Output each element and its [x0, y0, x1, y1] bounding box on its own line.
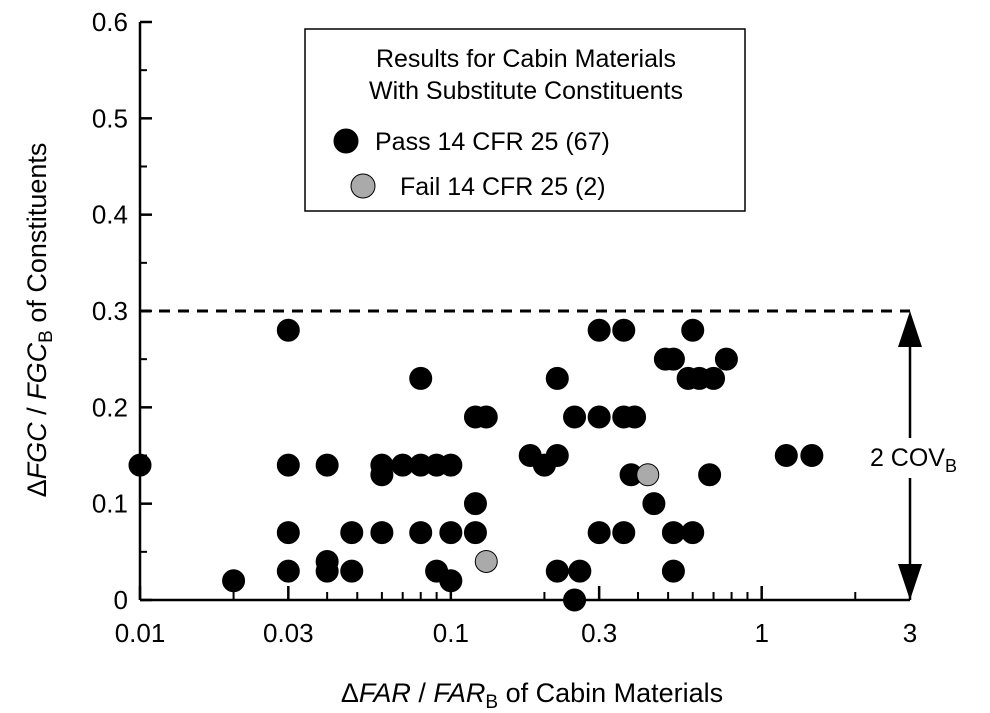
pass-point	[563, 588, 587, 612]
pass-point	[661, 521, 685, 545]
pass-point	[774, 444, 798, 467]
legend-label-fail: Fail 14 CFR 25 (2)	[400, 173, 606, 201]
pass-point	[370, 521, 394, 545]
pass-point	[587, 521, 611, 545]
pass-point	[439, 521, 463, 545]
pass-point	[439, 569, 463, 593]
pass-point	[698, 463, 722, 487]
pass-point	[587, 405, 611, 429]
pass-point	[568, 559, 592, 583]
y-axis-label: ΔFGC / FGCB of Constituents	[22, 143, 57, 498]
pass-point	[545, 559, 569, 583]
pass-point	[681, 521, 705, 545]
x-axis: 0.01 0.03 0.1 0.3 1 3	[115, 586, 917, 648]
x-tick-label: 0.1	[433, 618, 469, 648]
legend-title-line2: With Substitute Constituents	[369, 77, 683, 105]
y-ticks: 0 0.1 0.2 0.3 0.4 0.5 0.6	[92, 7, 152, 615]
pass-point	[563, 405, 587, 429]
pass-point	[370, 463, 394, 487]
pass-point	[681, 318, 705, 342]
pass-point	[276, 521, 300, 545]
y-tick-label: 0.1	[92, 489, 128, 519]
pass-point	[545, 366, 569, 390]
cov-arrow-head-up	[898, 311, 922, 347]
y-tick-label: 0.2	[92, 392, 128, 422]
fail-point	[636, 463, 660, 487]
cov-label-background	[862, 438, 958, 478]
x-tick-label: 1	[754, 618, 768, 648]
fail-point	[474, 549, 498, 573]
pass-point	[340, 521, 364, 545]
pass-point	[623, 405, 647, 429]
legend-box	[304, 28, 746, 212]
legend-marker-pass	[333, 128, 359, 154]
cov-label: 2 COVB	[870, 444, 957, 476]
pass-point	[439, 453, 463, 477]
data-points	[128, 318, 824, 612]
y-tick-label: 0.3	[92, 296, 128, 326]
pass-point	[714, 347, 738, 371]
pass-point	[612, 521, 636, 545]
pass-point	[463, 492, 487, 516]
pass-point	[222, 569, 246, 593]
x-axis-label: ΔFAR / FARB of Cabin Materials	[341, 678, 723, 713]
cov-arrow-head-down	[898, 564, 922, 600]
y-tick-label: 0.6	[92, 7, 128, 37]
y-tick-label: 0.5	[92, 103, 128, 133]
pass-point	[128, 453, 152, 477]
pass-point	[340, 559, 364, 583]
pass-point	[276, 318, 300, 342]
cov-annotation: 2 COVB	[862, 311, 958, 600]
legend-marker-fail	[350, 173, 376, 199]
pass-point	[409, 521, 433, 545]
y-axis: 0 0.1 0.2 0.3 0.4 0.5 0.6	[92, 7, 152, 615]
pass-point	[702, 366, 726, 390]
pass-point	[587, 318, 611, 342]
pass-point	[463, 521, 487, 545]
y-tick-label: 0.4	[92, 200, 128, 230]
x-tick-label: 0.03	[263, 618, 314, 648]
pass-point	[661, 347, 685, 371]
pass-point	[315, 453, 339, 477]
pass-point	[642, 492, 666, 516]
pass-point	[474, 405, 498, 429]
pass-point	[545, 444, 569, 467]
x-tick-label: 0.01	[115, 618, 166, 648]
pass-point	[276, 453, 300, 477]
y-tick-label: 0	[114, 585, 128, 615]
legend-title-line1: Results for Cabin Materials	[376, 45, 676, 73]
pass-point	[800, 444, 824, 467]
pass-point	[661, 559, 685, 583]
legend-label-pass: Pass 14 CFR 25 (67)	[375, 128, 610, 156]
pass-point	[409, 366, 433, 390]
pass-point	[612, 318, 636, 342]
pass-point	[276, 559, 300, 583]
x-tick-label: 0.3	[581, 618, 617, 648]
pass-point	[315, 559, 339, 583]
x-ticks: 0.01 0.03 0.1 0.3 1 3	[115, 586, 917, 648]
legend: Results for Cabin Materials With Substit…	[304, 28, 746, 212]
x-tick-label: 3	[903, 618, 917, 648]
